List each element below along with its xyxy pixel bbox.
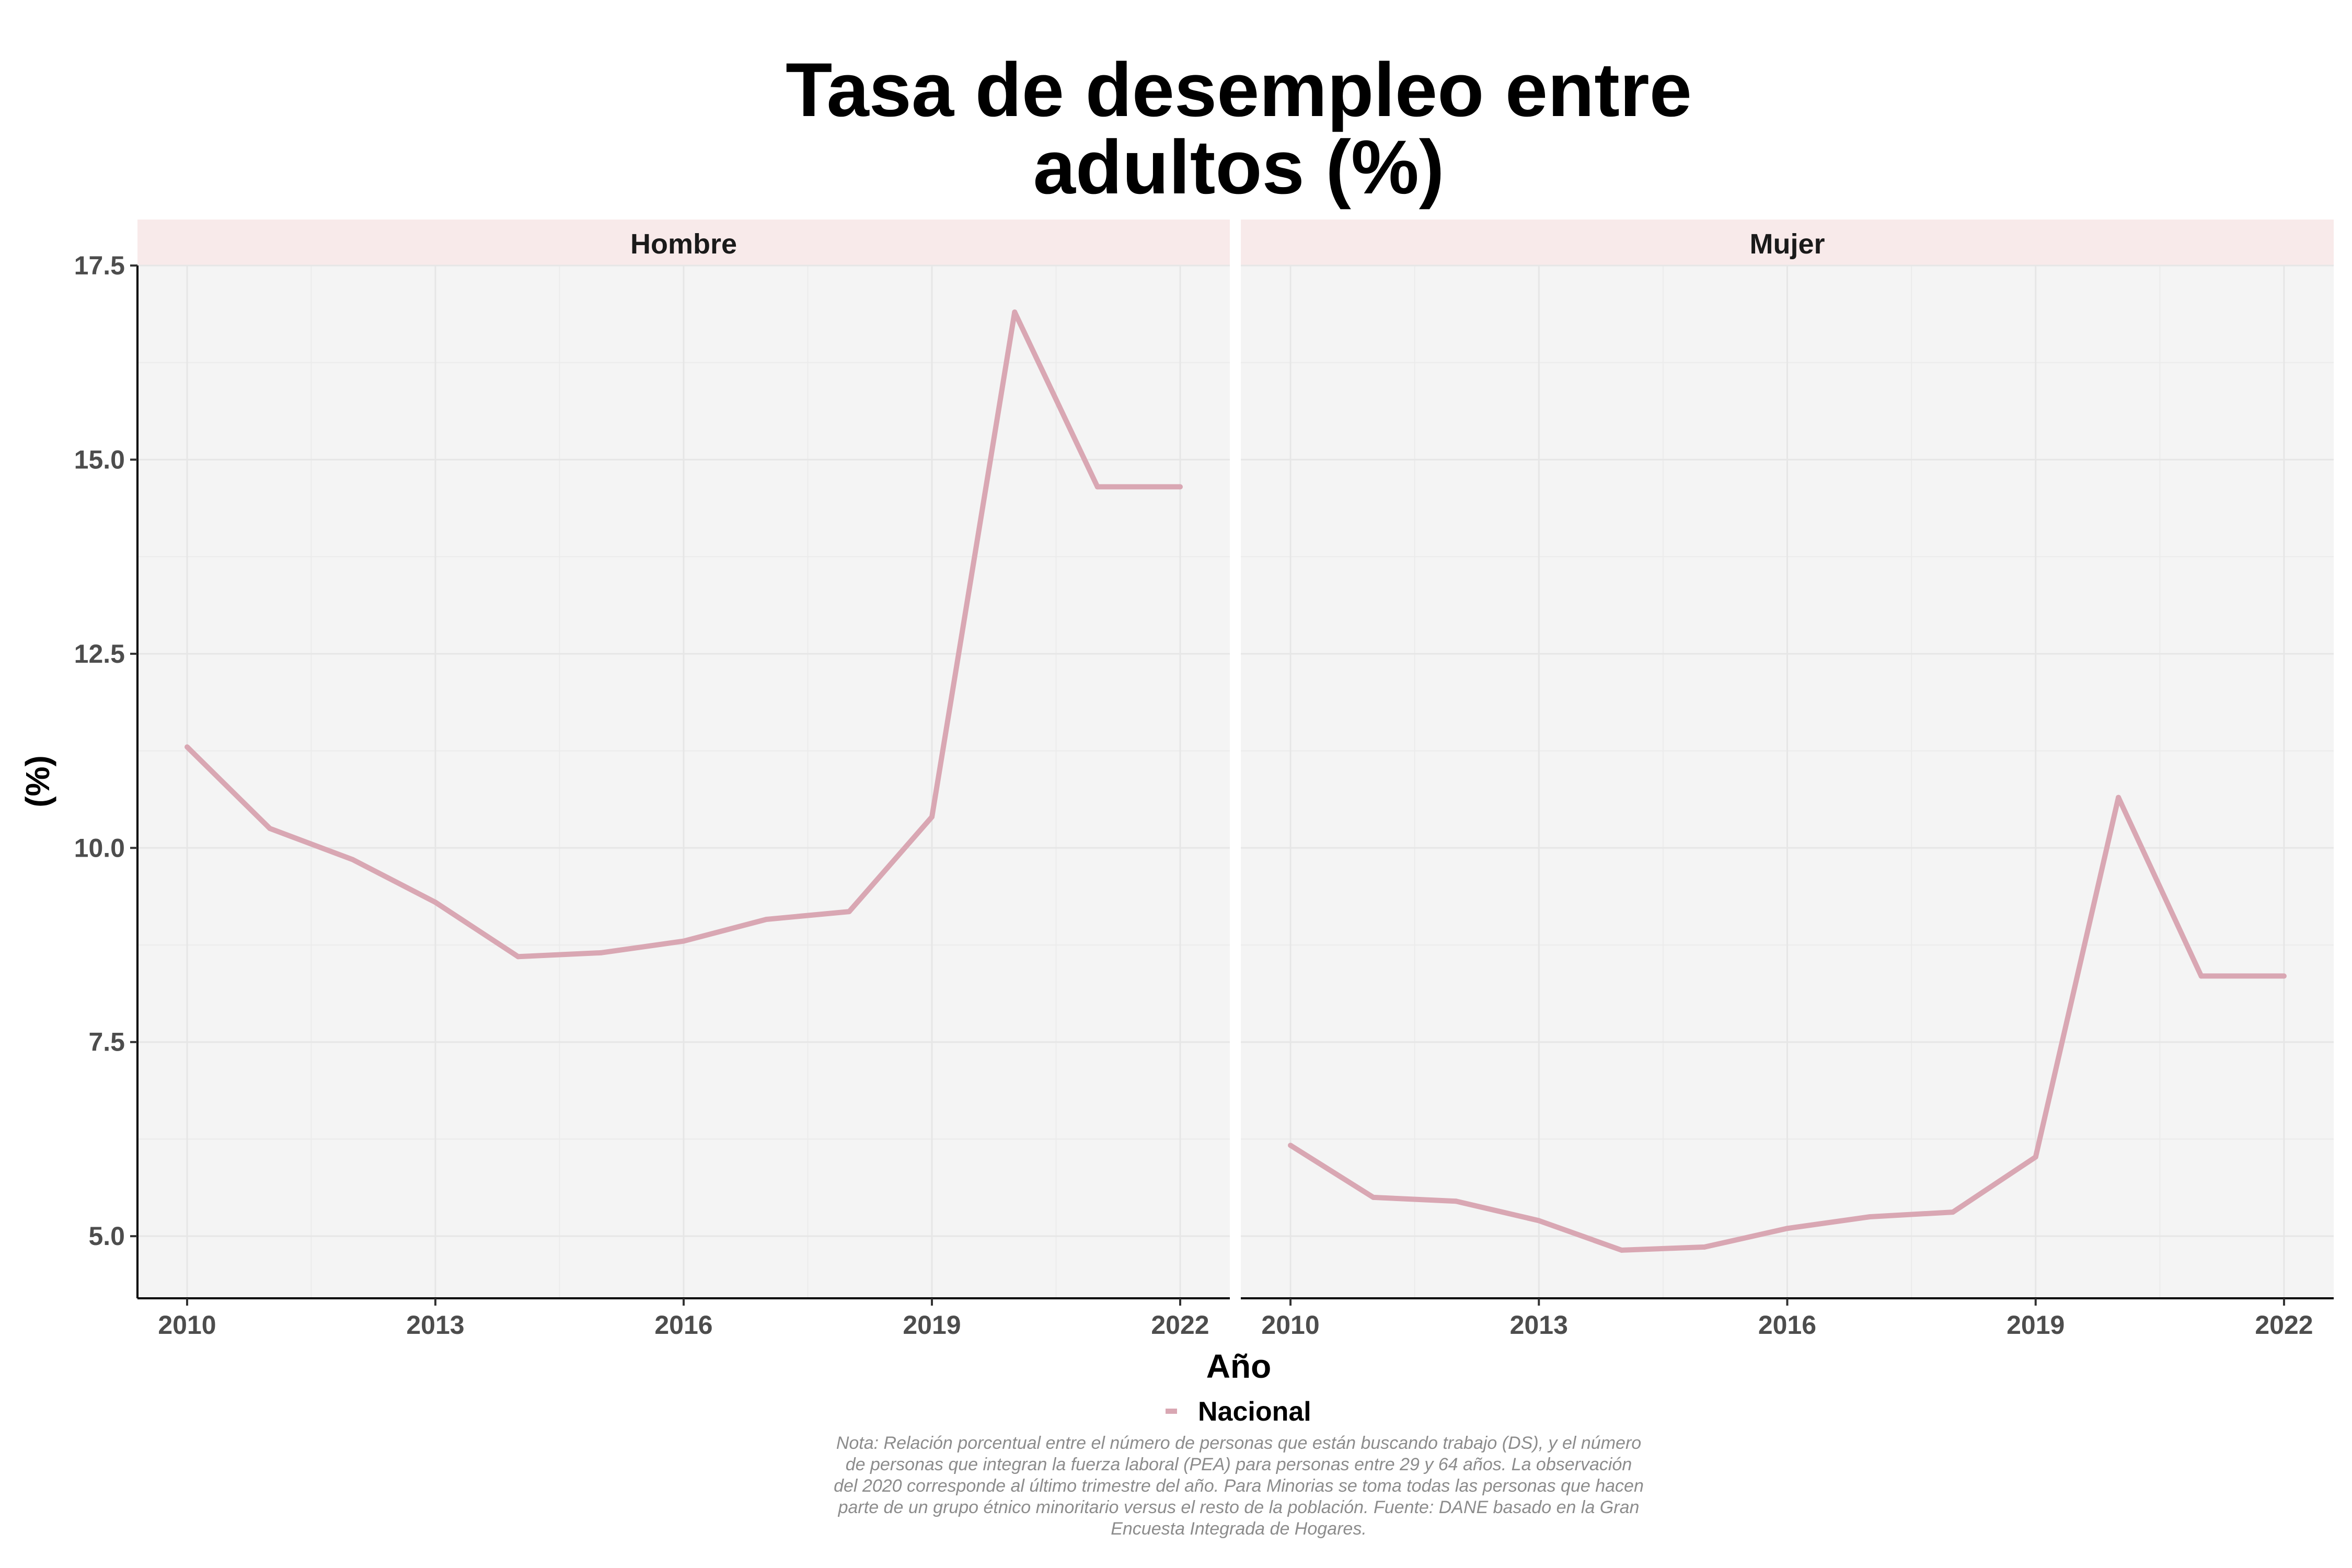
data-point: [1370, 1194, 1376, 1200]
y-tick-label: 5.0: [88, 1221, 125, 1251]
x-tick-label: 2016: [654, 1310, 712, 1340]
facet-strip-mujer: [1241, 220, 2334, 266]
data-point: [1950, 1209, 1956, 1215]
data-point: [1094, 484, 1100, 490]
facet-strip-hombre: [137, 220, 1230, 266]
y-tick-label: 10.0: [74, 833, 125, 862]
data-point: [2198, 973, 2204, 979]
x-tick-label: 2016: [1758, 1310, 1816, 1340]
x-tick-label: 2013: [1510, 1310, 1568, 1340]
chart-title-line-2: adultos (%): [1033, 124, 1445, 210]
x-tick-label: 2010: [158, 1310, 216, 1340]
x-tick-label: 2022: [2255, 1310, 2313, 1340]
data-point: [764, 916, 769, 922]
data-point: [1867, 1214, 1873, 1219]
y-tick-label: 7.5: [88, 1028, 125, 1057]
y-tick-label: 12.5: [74, 639, 125, 668]
x-tick-label: 2013: [406, 1310, 464, 1340]
x-tick-label: 2022: [1151, 1310, 1209, 1340]
data-point: [846, 909, 852, 915]
facet-label-hombre: Hombre: [630, 228, 737, 260]
note: Nota: Relación porcentual entre el númer…: [834, 1433, 1644, 1539]
legend: Nacional: [1166, 1397, 1311, 1427]
x-tick-label: 2019: [903, 1310, 961, 1340]
data-point: [681, 938, 686, 944]
data-point: [2033, 1154, 2038, 1160]
data-point: [2116, 794, 2122, 800]
data-point: [1619, 1247, 1624, 1253]
data-point: [515, 954, 521, 960]
data-point: [1288, 1143, 1294, 1148]
note-line: parte de un grupo étnico minoritario ver…: [838, 1497, 1640, 1517]
x-tick-label: 2019: [2007, 1310, 2065, 1340]
note-line: Nota: Relación porcentual entre el númer…: [836, 1433, 1641, 1453]
x-axis-title: Año: [1206, 1347, 1271, 1385]
data-point: [1453, 1198, 1459, 1204]
y-tick-label: 15.0: [74, 445, 125, 474]
note-line: de personas que integran la fuerza labor…: [846, 1455, 1632, 1474]
y-axis-title: (%): [19, 755, 56, 808]
data-point: [598, 950, 604, 955]
legend-label-nacional: Nacional: [1198, 1397, 1311, 1427]
data-point: [929, 814, 935, 820]
y-tick-label: 17.5: [74, 251, 125, 280]
data-point: [1178, 484, 1183, 490]
data-point: [185, 744, 190, 750]
data-point: [1012, 309, 1018, 315]
data-point: [433, 900, 438, 905]
data-point: [2281, 973, 2287, 979]
panels: Hombre 5.0 7.5 10.0 12.5 15.0 17.5 2010 2013 2016…: [74, 220, 2334, 1340]
facet-label-mujer: Mujer: [1749, 228, 1825, 260]
chart-title-line-1: Tasa de desempleo entre: [786, 47, 1692, 132]
x-tick-label: 2010: [1261, 1310, 1319, 1340]
note-line: Encuesta Integrada de Hogares.: [1111, 1519, 1367, 1539]
data-point: [1702, 1244, 1708, 1250]
data-point: [267, 826, 273, 832]
data-point: [350, 857, 355, 862]
data-point: [1784, 1226, 1790, 1231]
data-point: [1536, 1218, 1542, 1224]
note-line: del 2020 corresponde al último trimestre…: [834, 1476, 1644, 1496]
